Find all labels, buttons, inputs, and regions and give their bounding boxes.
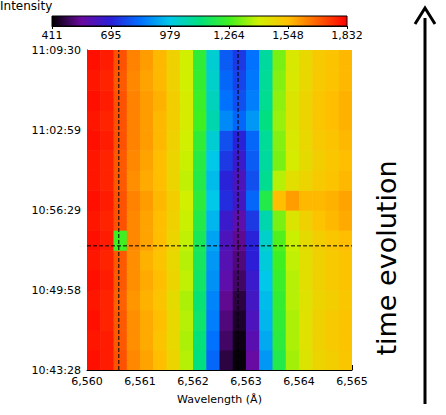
svg-text:1,548: 1,548 <box>272 29 304 42</box>
svg-text:10:56:29: 10:56:29 <box>32 204 81 217</box>
svg-text:979: 979 <box>159 29 180 42</box>
svg-text:695: 695 <box>100 29 121 42</box>
svg-text:time evolution: time evolution <box>371 160 402 355</box>
svg-text:11:09:30: 11:09:30 <box>32 44 81 57</box>
svg-text:Wavelength (Å): Wavelength (Å) <box>177 393 262 406</box>
svg-text:1,832: 1,832 <box>331 29 363 42</box>
svg-text:10:43:28: 10:43:28 <box>31 363 81 377</box>
svg-text:6,564: 6,564 <box>283 375 315 388</box>
svg-text:11:02:59: 11:02:59 <box>32 124 81 137</box>
svg-text:6,562: 6,562 <box>177 375 209 388</box>
svg-text:10:49:58: 10:49:58 <box>32 284 81 297</box>
svg-text:6,565: 6,565 <box>336 375 368 388</box>
svg-text:1,264: 1,264 <box>213 29 245 42</box>
svg-text:6,563: 6,563 <box>230 375 262 388</box>
svg-text:Intensity: Intensity <box>0 0 52 13</box>
svg-text:6,560: 6,560 <box>71 375 103 388</box>
svg-text:411: 411 <box>42 29 63 42</box>
svg-text:6,561: 6,561 <box>124 375 156 388</box>
